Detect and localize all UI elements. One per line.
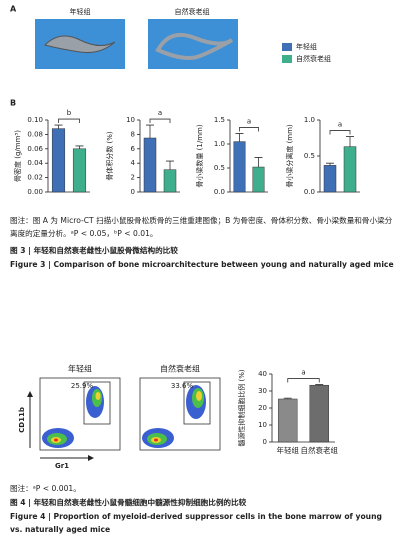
bar xyxy=(143,137,157,193)
significance-label: a xyxy=(338,121,342,129)
y-axis-label: 骨密度 (g/mm³) xyxy=(13,130,22,182)
error-bar xyxy=(283,397,292,399)
axis-arrow xyxy=(88,455,94,461)
y-tick-label: 0.5 xyxy=(214,164,225,172)
gate xyxy=(83,381,111,425)
y-tick-label: 0.04 xyxy=(27,159,43,167)
bar xyxy=(309,384,329,443)
gate-percentage: 33.6% xyxy=(171,382,194,390)
bar xyxy=(252,166,265,193)
y-tick-label: 0.00 xyxy=(27,188,43,196)
group-label: 年轻组 xyxy=(68,364,92,374)
y-tick-label: 6 xyxy=(131,145,136,153)
figure-note: 图注：图 A 为 Micro-CT 扫描小鼠股骨松质骨的三维重建图像；B 为骨密… xyxy=(10,216,393,238)
y-tick-label: 1.0 xyxy=(214,140,225,148)
y-tick-label: 0.06 xyxy=(27,145,43,153)
y-tick-label: 10 xyxy=(126,116,135,124)
error-bar xyxy=(54,124,63,129)
significance-bracket xyxy=(58,118,80,124)
y-tick-label: 0.10 xyxy=(27,116,43,124)
axis-label: Gr1 xyxy=(55,462,69,470)
y-tick-label: 2 xyxy=(131,174,135,182)
significance-bracket xyxy=(149,118,171,124)
legend-label: 自然衰老组 xyxy=(296,54,331,63)
flow-density xyxy=(42,385,206,448)
error-bar xyxy=(235,133,244,142)
legend-swatch xyxy=(282,43,292,51)
caption-en: Figure 3 | Comparison of bone microarchi… xyxy=(10,260,394,269)
error-bar xyxy=(166,160,174,170)
gate xyxy=(183,381,211,425)
y-axis-label: 骨小梁分离度 (mm) xyxy=(285,124,294,188)
y-axis-label: 骨体积分数 (%) xyxy=(105,131,114,181)
y-tick-label: 40 xyxy=(258,370,267,378)
y-tick-label: 4 xyxy=(131,159,136,167)
bar xyxy=(51,128,66,193)
caption-zh: 图 3 | 年轻和自然衰老雌性小鼠股骨微结构的比较 xyxy=(10,246,178,255)
error-bar xyxy=(346,136,354,147)
gate-percentage: 25.9% xyxy=(71,382,94,390)
error-bar xyxy=(326,162,334,166)
y-tick-label: 0.5 xyxy=(304,152,315,160)
error-bar xyxy=(75,145,84,149)
bone-render xyxy=(155,33,234,60)
axis-label: CD11b xyxy=(18,407,26,433)
x-tick-label: 年轻组 xyxy=(277,445,300,455)
group-label: 自然衰老组 xyxy=(175,7,210,16)
x-tick-label: 自然衰老组 xyxy=(301,445,339,455)
y-tick-label: 0.0 xyxy=(304,188,315,196)
y-tick-label: 10 xyxy=(258,421,267,429)
axis-arrow xyxy=(27,391,33,397)
bar xyxy=(233,141,246,193)
y-tick-label: 8 xyxy=(131,130,135,138)
y-tick-label: 30 xyxy=(258,387,267,395)
y-tick-label: 1.5 xyxy=(214,116,225,124)
error-bar xyxy=(315,384,324,386)
legend-swatch xyxy=(282,55,292,63)
bone-render xyxy=(44,35,116,53)
significance-label: a xyxy=(158,109,162,117)
y-tick-label: 0 xyxy=(263,438,267,446)
significance-label: a xyxy=(247,117,251,125)
panel-label: A xyxy=(10,5,17,14)
y-tick-label: 0.0 xyxy=(214,188,225,196)
bar xyxy=(323,165,337,193)
legend-label: 年轻组 xyxy=(296,42,317,51)
y-tick-label: 0.02 xyxy=(27,174,43,182)
y-axis-label: 髓源性抑制细胞比例 (%) xyxy=(237,369,246,447)
caption-en: Figure 4 | Proportion of myeloid-derived… xyxy=(10,512,382,534)
bar xyxy=(72,148,87,193)
y-tick-label: 0 xyxy=(131,188,135,196)
significance-bracket xyxy=(329,130,351,135)
error-bar xyxy=(146,124,154,138)
y-tick-label: 1.0 xyxy=(304,116,315,124)
significance-bracket xyxy=(239,127,259,132)
significance-bracket xyxy=(287,378,320,383)
bar xyxy=(343,146,357,193)
y-axis-label: 骨小梁数量 (1/mm) xyxy=(195,124,204,187)
bar xyxy=(163,169,177,193)
group-label: 自然衰老组 xyxy=(160,364,200,374)
bar xyxy=(278,398,298,443)
significance-label: b xyxy=(67,109,72,117)
y-tick-label: 0.08 xyxy=(27,130,43,138)
significance-label: a xyxy=(301,369,305,377)
caption-zh: 图 4 | 年轻和自然衰老雌性小鼠骨髓细胞中髓源性抑制细胞比例的比较 xyxy=(10,498,247,507)
figure-note: 图注：ᵃP < 0.001。 xyxy=(10,484,81,493)
error-bar xyxy=(254,157,263,168)
panel-label: B xyxy=(10,99,16,108)
y-tick-label: 20 xyxy=(258,404,267,412)
group-label: 年轻组 xyxy=(70,7,91,16)
